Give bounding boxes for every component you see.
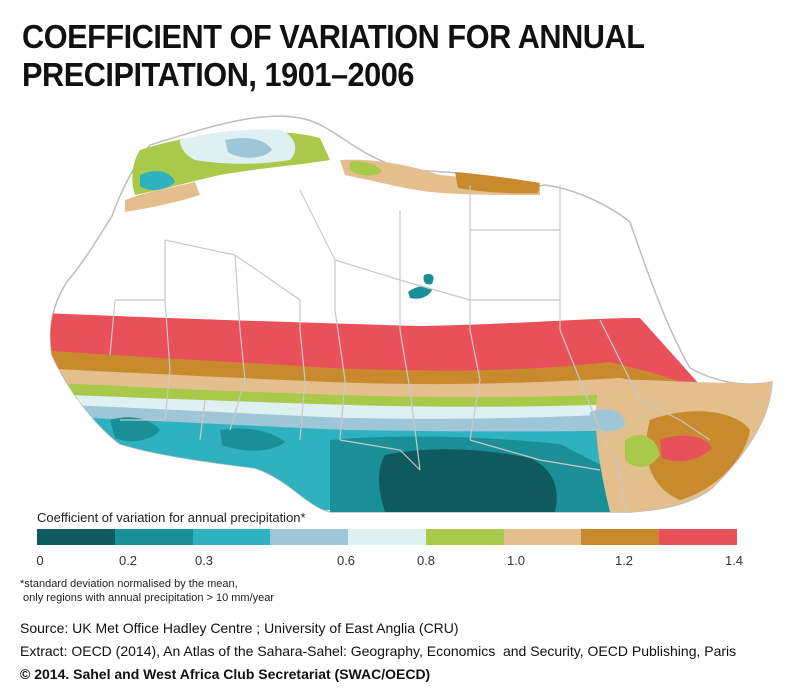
legend-tick: 0.6 — [336, 553, 356, 568]
legend-tick: 0.8 — [416, 553, 436, 568]
coast-zone-darkteal — [110, 417, 160, 442]
coast-zone-teal2 — [220, 428, 285, 451]
precipitation-variation-map — [49, 115, 773, 513]
legend-swatch-7 — [503, 529, 582, 545]
band-0-dark — [379, 449, 557, 512]
legend-footnote-line2: only regions with annual precipitation >… — [20, 592, 275, 604]
map-title: COEFFICIENT OF VARIATION FOR ANNUAL PREC… — [22, 18, 644, 93]
legend-swatch-6 — [425, 529, 504, 545]
legend-footnote-line1: *standard deviation normalised by the me… — [20, 578, 238, 590]
legend-tick: 1.4 — [724, 553, 744, 568]
tibesti-patch — [408, 274, 434, 299]
legend-swatch-3 — [192, 529, 271, 545]
source-credit: Source: UK Met Office Hadley Centre ; Un… — [20, 620, 459, 636]
legend-swatch-5 — [348, 529, 426, 545]
extract-credit: Extract: OECD (2014), An Atlas of the Sa… — [20, 643, 737, 659]
legend-tick: 0.3 — [194, 553, 214, 568]
north-coast-zones — [125, 129, 540, 212]
legend-color-bar — [37, 529, 738, 545]
horn-zone-red — [660, 435, 712, 462]
legend-tick: 1.0 — [506, 553, 526, 568]
legend-swatch-9 — [659, 529, 738, 545]
legend-swatch-8 — [581, 529, 660, 545]
legend-tick: 0.2 — [118, 553, 138, 568]
legend-tick: 0 — [36, 553, 44, 568]
legend-swatch-2 — [114, 529, 193, 545]
horn-zone-green — [625, 435, 660, 467]
copyright-notice: © 2014. Sahel and West Africa Club Secre… — [20, 666, 431, 682]
legend-title: Coefficient of variation for annual prec… — [37, 510, 306, 525]
legend-swatch-1 — [37, 529, 115, 545]
legend-tick: 1.2 — [614, 553, 634, 568]
country-borders — [109, 185, 711, 511]
legend-swatch-4 — [270, 529, 349, 545]
